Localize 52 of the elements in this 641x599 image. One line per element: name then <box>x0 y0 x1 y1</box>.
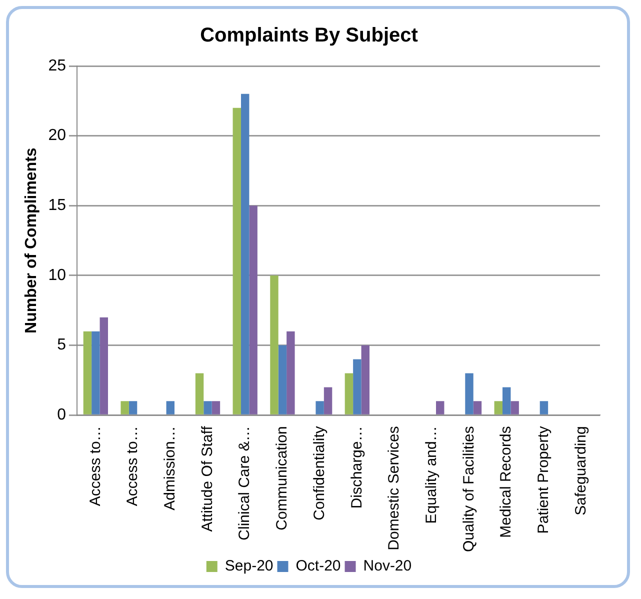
bar <box>212 401 220 414</box>
bar <box>92 331 100 414</box>
x-tick-label: Confidentiality <box>310 426 328 520</box>
x-tick-label: Quality of Facilities <box>460 426 478 552</box>
chart-title: Complaints By Subject <box>200 24 418 47</box>
y-tick-label: 5 <box>57 336 66 354</box>
bar <box>473 401 482 414</box>
bar <box>278 345 287 414</box>
bar <box>344 373 354 414</box>
bar <box>286 331 295 414</box>
y-tick-label: 15 <box>48 197 66 214</box>
bar <box>502 387 511 414</box>
x-tick-label: Access to… <box>124 426 142 506</box>
bar <box>494 401 502 414</box>
bar <box>204 401 212 414</box>
x-tick-label: Safeguarding <box>572 426 590 516</box>
y-tick-label: 10 <box>48 266 66 284</box>
bar <box>100 317 108 414</box>
x-tick-label: Discharge… <box>348 426 366 509</box>
legend-label: Sep-20 <box>224 558 274 575</box>
bar <box>540 401 548 414</box>
bar <box>83 331 92 414</box>
bar <box>232 108 241 414</box>
x-tick-label: Clinical Care &… <box>236 426 254 540</box>
bar <box>120 401 129 414</box>
bar <box>166 401 174 414</box>
x-tick-label: Domestic Services <box>386 426 403 550</box>
bar <box>316 401 324 414</box>
bar <box>510 401 519 414</box>
x-tick-label: Equality and… <box>423 426 440 524</box>
x-tick-label: Patient Property <box>535 426 552 534</box>
bar <box>324 387 332 414</box>
bar <box>195 373 204 414</box>
y-tick-label: 20 <box>48 127 66 144</box>
bar <box>353 359 362 414</box>
y-tick-label: 25 <box>48 57 66 74</box>
x-tick-label: Communication <box>274 426 291 530</box>
x-tick-label: Attitude Of Staff <box>198 425 216 532</box>
y-tick-label: 0 <box>57 406 66 424</box>
legend-label: Oct-20 <box>296 558 341 575</box>
bar <box>128 401 138 414</box>
y-axis-title: Number of Compliments <box>23 148 40 334</box>
x-tick-label: Medical Records <box>498 426 515 538</box>
bar <box>465 373 474 414</box>
bar <box>249 206 258 414</box>
bar <box>240 94 250 414</box>
bar <box>270 275 278 414</box>
legend-label: Nov-20 <box>363 558 412 575</box>
x-tick-label: Access to… <box>86 426 104 506</box>
bar <box>436 401 444 414</box>
bar <box>361 345 370 414</box>
x-tick-label: Admission… <box>162 426 179 510</box>
